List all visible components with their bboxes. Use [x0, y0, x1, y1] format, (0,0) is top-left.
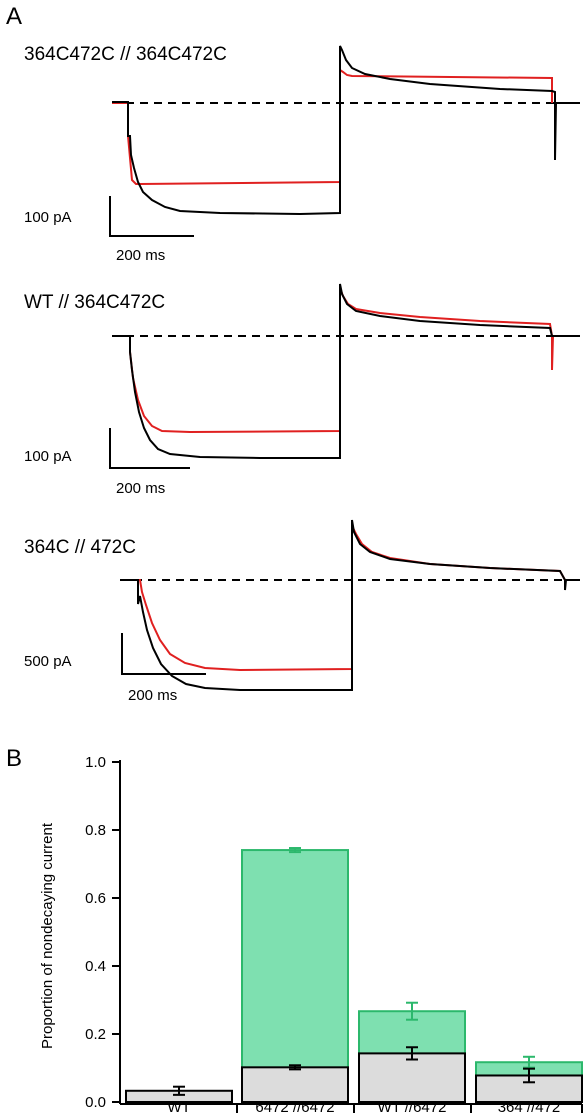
recording-2-time-scale: 200 ms: [116, 480, 165, 497]
recording-3-trace-red: [120, 525, 566, 672]
recording-1-time-scale: 200 ms: [116, 247, 165, 264]
recording-3-time-scale: 200 ms: [128, 687, 177, 704]
x-category-label: WT: [167, 1099, 190, 1113]
y-tick-label: 0.2: [85, 1026, 106, 1043]
recording-3-scale-bar: [121, 633, 206, 675]
recording-1: 364C472C // 364C472C 100 pA 200 ms: [24, 44, 580, 264]
bars: [125, 847, 583, 1104]
recording-3-title: 364C // 472C: [24, 537, 136, 558]
x-category-label: WT //6472: [378, 1099, 447, 1113]
recording-2: WT // 364C472C 100 pA 200 ms: [24, 283, 580, 497]
x-category-label: 6472 //6472: [255, 1099, 334, 1113]
panel-b-label: B: [6, 745, 22, 772]
x-category-label: 364 //472: [498, 1099, 561, 1113]
y-tick-label: 1.0: [85, 754, 106, 771]
y-ticks: 0.0 0.2 0.4 0.6 0.8 1.0: [85, 754, 120, 1111]
bar-chart: Proportion of nondecaying current 0.0 0.2…: [39, 754, 583, 1113]
y-tick-label: 0.6: [85, 890, 106, 907]
y-axis-label: Proportion of nondecaying current: [39, 822, 56, 1049]
panel-a-label: A: [6, 3, 22, 30]
bar-base: [358, 1052, 466, 1104]
bar-total: [241, 849, 349, 1103]
recording-2-trace-red: [112, 287, 554, 434]
recording-2-trace-black: [112, 283, 580, 459]
y-tick-label: 0.8: [85, 822, 106, 839]
y-tick-label: 0.4: [85, 958, 106, 975]
recording-2-current-scale: 100 pA: [24, 448, 72, 465]
recording-1-trace-black: [112, 45, 580, 216]
recording-1-title: 364C472C // 364C472C: [24, 44, 227, 65]
recording-1-current-scale: 100 pA: [24, 209, 72, 226]
recording-2-scale-bar: [109, 428, 190, 469]
recording-1-scale-bar: [109, 196, 194, 237]
bar-base: [241, 1066, 349, 1103]
recording-3-current-scale: 500 pA: [24, 653, 72, 670]
y-tick-label: 0.0: [85, 1094, 106, 1111]
recording-3: 364C // 472C 500 pA 200 ms: [24, 519, 580, 704]
recording-2-title: WT // 364C472C: [24, 292, 165, 313]
recording-3-trace-black: [120, 519, 580, 691]
x-labels: WT 6472 //6472 WT //6472 364 //472: [167, 1099, 583, 1113]
